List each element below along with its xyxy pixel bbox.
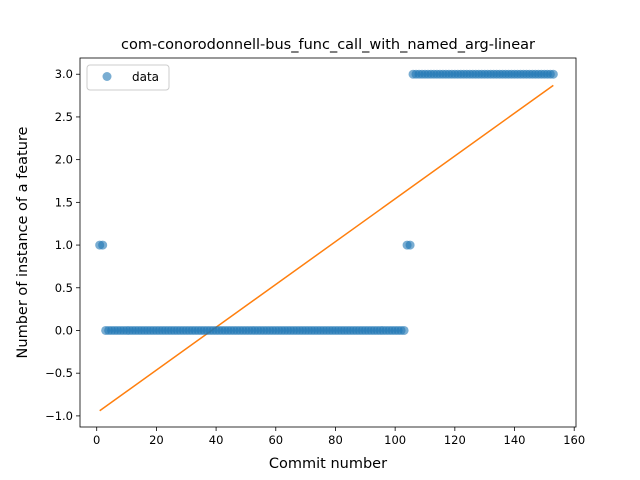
x-tick-label: 20 xyxy=(149,433,164,447)
legend-label-data: data xyxy=(132,70,159,84)
y-tick-label: 2.5 xyxy=(55,110,73,124)
legend: data xyxy=(86,64,170,91)
x-tick-label: 80 xyxy=(328,433,343,447)
y-tick-label: 3.0 xyxy=(55,67,73,81)
data-points-layer xyxy=(95,69,558,335)
y-tick-label: 1.0 xyxy=(55,238,73,252)
y-axis-label: Number of instance of a feature xyxy=(15,126,31,358)
axis-ticks: 0 20 40 60 80 100 120 140 160 −1.0 −0.5 0.0 0.5 1.0 1.… xyxy=(45,67,585,447)
plot-frame xyxy=(79,57,577,428)
y-tick-label: −1.0 xyxy=(45,409,73,423)
x-tick-label: 0 xyxy=(93,433,100,447)
x-tick-label: 100 xyxy=(384,433,406,447)
y-tick-label: 1.5 xyxy=(55,195,73,209)
y-tick-label: 0.0 xyxy=(55,323,73,337)
x-tick-label: 160 xyxy=(563,433,585,447)
data-point xyxy=(399,325,409,335)
x-axis-label: Commit number xyxy=(269,456,387,472)
chart-title: com-conorodonnell-bus_func_call_with_nam… xyxy=(121,37,535,53)
data-point xyxy=(405,240,415,250)
x-tick-label: 60 xyxy=(268,433,283,447)
fit-line xyxy=(99,84,554,412)
legend-box xyxy=(86,64,170,91)
data-point xyxy=(548,69,558,79)
y-tick-label: 2.0 xyxy=(55,153,73,167)
x-tick-label: 140 xyxy=(504,433,526,447)
fit-line-layer xyxy=(99,84,554,412)
x-tick-label: 120 xyxy=(444,433,466,447)
y-tick-label: 0.5 xyxy=(55,281,73,295)
x-tick-label: 40 xyxy=(209,433,224,447)
data-point xyxy=(98,240,108,250)
legend-marker xyxy=(102,72,112,81)
y-tick-label: −0.5 xyxy=(45,366,73,380)
